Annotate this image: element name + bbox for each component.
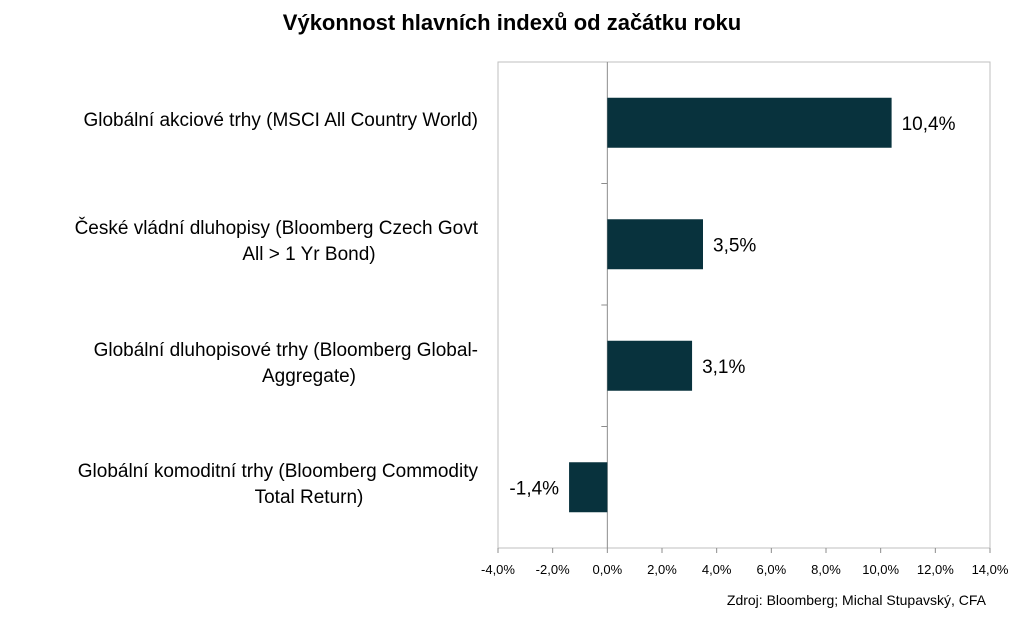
bar-value-label: 3,1%: [702, 357, 745, 378]
bar-value-label: 10,4%: [902, 114, 956, 135]
category-label: Globální dluhopisové trhy (Bloomberg Glo…: [0, 338, 478, 390]
x-tick-label: 10,0%: [862, 562, 899, 577]
x-tick-label: 0,0%: [593, 562, 623, 577]
x-tick-label: 6,0%: [757, 562, 787, 577]
x-tick-label: 4,0%: [702, 562, 732, 577]
category-label-line: Total Return): [254, 487, 364, 509]
x-tick-label: 8,0%: [811, 562, 841, 577]
bar: [569, 462, 608, 513]
category-label: Globální komoditní trhy (Bloomberg Commo…: [0, 459, 478, 511]
category-label-line: All > 1 Yr Bond): [242, 244, 376, 266]
x-tick-label: 2,0%: [647, 562, 677, 577]
x-tick-label: -2,0%: [536, 562, 570, 577]
category-label-line: Globální dluhopisové trhy (Bloomberg Glo…: [93, 339, 478, 361]
x-tick-label: -4,0%: [481, 562, 515, 577]
x-tick-label: 14,0%: [972, 562, 1009, 577]
category-label: Globální akciové trhy (MSCI All Country …: [0, 108, 478, 134]
bar: [607, 97, 892, 148]
bar-value-label: -1,4%: [509, 478, 559, 499]
category-label-line: Aggregate): [261, 365, 356, 387]
category-label: České vládní dluhopisy (Bloomberg Czech …: [0, 216, 478, 268]
x-tick-label: 12,0%: [917, 562, 954, 577]
category-label-line: Globální komoditní trhy (Bloomberg Commo…: [77, 461, 478, 483]
chart-title: Výkonnost hlavních indexů od začátku rok…: [282, 10, 742, 35]
bar: [607, 219, 703, 270]
plot-area-frame: [497, 61, 991, 549]
bar-value-label: 3,5%: [713, 235, 756, 256]
bar: [607, 340, 693, 391]
category-label-line: Globální akciové trhy (MSCI All Country …: [83, 109, 478, 131]
source-note: Zdroj: Bloomberg; Michal Stupavský, CFA: [726, 592, 986, 608]
category-label-line: České vládní dluhopisy (Bloomberg Czech …: [74, 218, 478, 240]
